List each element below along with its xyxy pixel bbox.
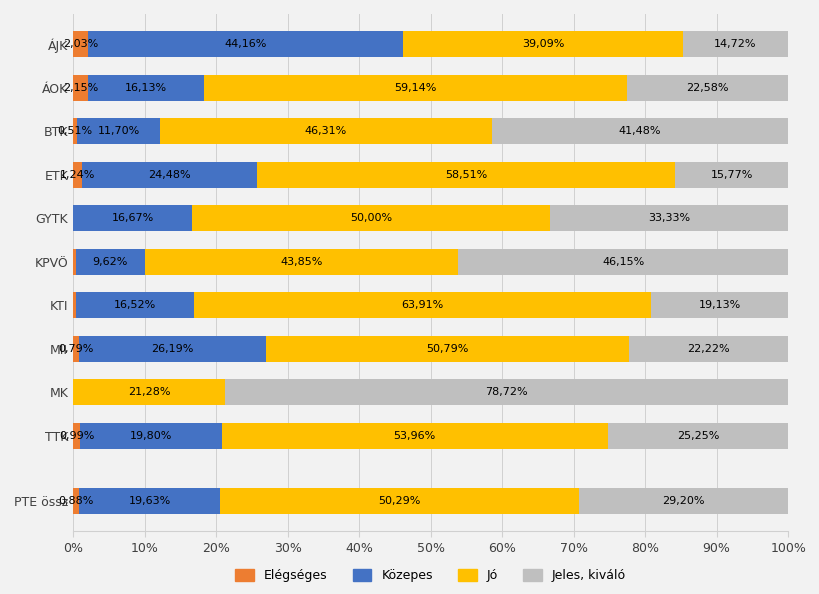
- Text: 0,79%: 0,79%: [58, 344, 93, 354]
- Bar: [73, 488, 79, 514]
- Bar: [73, 423, 80, 449]
- Text: 2,15%: 2,15%: [63, 83, 98, 93]
- Text: 22,58%: 22,58%: [686, 83, 728, 93]
- Bar: [73, 162, 82, 188]
- Text: 41,48%: 41,48%: [618, 127, 660, 137]
- Text: 19,80%: 19,80%: [129, 431, 172, 441]
- Bar: [73, 379, 225, 405]
- Text: 16,52%: 16,52%: [114, 301, 156, 310]
- Text: 78,72%: 78,72%: [485, 387, 527, 397]
- Bar: [675, 162, 787, 188]
- Bar: [491, 118, 787, 144]
- Text: 1,24%: 1,24%: [60, 170, 95, 180]
- Text: 25,25%: 25,25%: [676, 431, 718, 441]
- Text: 0,99%: 0,99%: [59, 431, 94, 441]
- Bar: [203, 75, 626, 101]
- Bar: [607, 423, 787, 449]
- Text: 44,16%: 44,16%: [224, 39, 266, 49]
- Bar: [73, 336, 79, 362]
- Text: 11,70%: 11,70%: [97, 127, 139, 137]
- Bar: [256, 162, 675, 188]
- Bar: [682, 31, 787, 58]
- Text: 19,63%: 19,63%: [129, 496, 170, 506]
- Bar: [76, 292, 194, 318]
- Bar: [458, 249, 787, 275]
- Text: 53,96%: 53,96%: [393, 431, 435, 441]
- Text: 33,33%: 33,33%: [647, 213, 690, 223]
- Text: 63,91%: 63,91%: [401, 301, 443, 310]
- Bar: [194, 292, 650, 318]
- Bar: [219, 488, 579, 514]
- Bar: [73, 292, 76, 318]
- Text: 46,31%: 46,31%: [305, 127, 346, 137]
- Text: 16,13%: 16,13%: [124, 83, 167, 93]
- Bar: [265, 336, 628, 362]
- Text: 19,13%: 19,13%: [698, 301, 740, 310]
- Bar: [73, 249, 75, 275]
- Text: 22,22%: 22,22%: [686, 344, 729, 354]
- Text: 46,15%: 46,15%: [601, 257, 644, 267]
- Bar: [579, 488, 787, 514]
- Bar: [82, 162, 256, 188]
- Text: 24,48%: 24,48%: [148, 170, 191, 180]
- Text: 16,67%: 16,67%: [111, 213, 153, 223]
- Bar: [192, 206, 549, 231]
- Bar: [628, 336, 787, 362]
- Text: 50,79%: 50,79%: [426, 344, 468, 354]
- Text: 58,51%: 58,51%: [445, 170, 486, 180]
- Bar: [73, 206, 192, 231]
- Bar: [73, 118, 76, 144]
- Bar: [626, 75, 787, 101]
- Text: 29,20%: 29,20%: [662, 496, 704, 506]
- Text: 15,77%: 15,77%: [710, 170, 752, 180]
- Text: 9,62%: 9,62%: [93, 257, 128, 267]
- Text: 50,00%: 50,00%: [350, 213, 391, 223]
- Text: 14,72%: 14,72%: [713, 39, 756, 49]
- Text: 2,03%: 2,03%: [62, 39, 97, 49]
- Bar: [650, 292, 787, 318]
- Bar: [79, 488, 219, 514]
- Text: 26,19%: 26,19%: [151, 344, 193, 354]
- Legend: Elégséges, Közepes, Jó, Jeles, kiváló: Elégséges, Közepes, Jó, Jeles, kiváló: [230, 564, 630, 587]
- Bar: [73, 31, 88, 58]
- Text: 0,88%: 0,88%: [58, 496, 93, 506]
- Bar: [144, 249, 458, 275]
- Bar: [221, 423, 607, 449]
- Text: 0,51%: 0,51%: [57, 127, 93, 137]
- Bar: [75, 249, 144, 275]
- Text: 43,85%: 43,85%: [280, 257, 322, 267]
- Bar: [161, 118, 491, 144]
- Bar: [225, 379, 787, 405]
- Bar: [88, 31, 403, 58]
- Text: 39,09%: 39,09%: [522, 39, 563, 49]
- Text: 21,28%: 21,28%: [128, 387, 170, 397]
- Bar: [76, 118, 161, 144]
- Text: 59,14%: 59,14%: [394, 83, 436, 93]
- Bar: [403, 31, 682, 58]
- Bar: [73, 75, 88, 101]
- Bar: [549, 206, 787, 231]
- Bar: [79, 336, 265, 362]
- Bar: [88, 75, 203, 101]
- Text: 50,29%: 50,29%: [378, 496, 420, 506]
- Bar: [80, 423, 221, 449]
